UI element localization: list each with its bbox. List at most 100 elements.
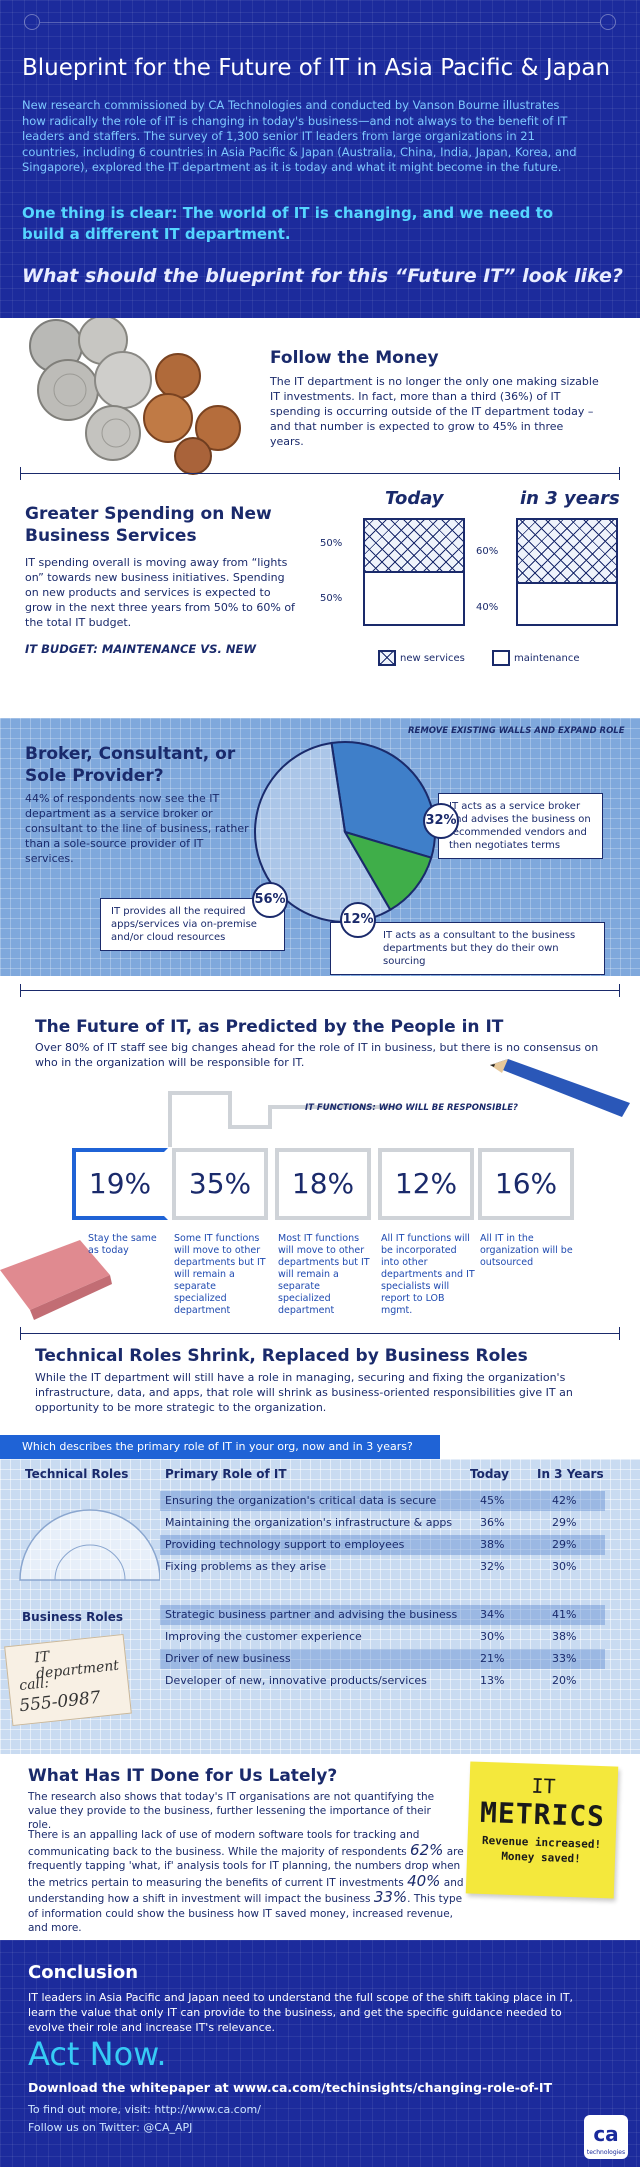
future-pct-4: 12% xyxy=(378,1148,474,1220)
future-cell: 38% xyxy=(552,1630,577,1643)
table-row: Fixing problems as they arise 32% 30% xyxy=(160,1557,605,1577)
future-desc-3: Most IT functions will move to other dep… xyxy=(278,1233,370,1316)
roles-question: Which describes the primary role of IT i… xyxy=(0,1435,440,1459)
future-pct-3: 18% xyxy=(275,1148,371,1220)
roles-section: Technical Roles Shrink, Replaced by Busi… xyxy=(0,1340,640,1760)
today-maintenance-pct: 50% xyxy=(320,593,343,604)
metrics-detail-part: There is an appalling lack of use of mod… xyxy=(28,1829,420,1858)
future-desc-4: All IT functions will be incorporated in… xyxy=(381,1233,475,1316)
today-cell: 32% xyxy=(480,1560,505,1573)
expand-role-label: REMOVE EXISTING WALLS AND EXPAND ROLE xyxy=(408,726,625,736)
metrics-detail-part: are frequently tapping 'what, if' analys… xyxy=(28,1845,464,1889)
pie-slice-broker xyxy=(330,741,436,859)
today-cell: 45% xyxy=(480,1494,505,1507)
roles-title: Technical Roles Shrink, Replaced by Busi… xyxy=(35,1346,528,1366)
spending-section: Greater Spending on New Business Service… xyxy=(0,478,640,678)
future-text: Over 80% of IT staff see big changes ahe… xyxy=(35,1041,599,1069)
broker-callout: IT acts as a service broker and advises … xyxy=(438,793,603,859)
future-cell: 29% xyxy=(552,1516,577,1529)
key-statement: One thing is clear: The world of IT is c… xyxy=(22,204,554,243)
metrics-detail: There is an appalling lack of use of mod… xyxy=(28,1828,468,1936)
broker-text: 44% of respondents now see the IT depart… xyxy=(25,792,249,865)
spending-title: Greater Spending on New Business Service… xyxy=(25,504,272,546)
twitter-link[interactable]: Follow us on Twitter: @CA_APJ xyxy=(28,2121,193,2134)
future-cell: 41% xyxy=(552,1608,577,1621)
crosshair-icon xyxy=(24,14,40,30)
provider-callout-text: IT provides all the required apps/servic… xyxy=(111,906,257,943)
future-pct-1: 19% xyxy=(72,1148,168,1220)
protractor-image xyxy=(19,1509,160,1581)
future-cell: 42% xyxy=(552,1494,577,1507)
blueprint-question: What should the blueprint for this “Futu… xyxy=(22,265,623,287)
broker-callout-text: IT acts as a service broker and advises … xyxy=(449,801,591,851)
metrics-text: The research also shows that today's IT … xyxy=(28,1791,435,1831)
broker-title: Broker, Consultant, or Sole Provider? xyxy=(25,744,236,786)
today-cell: 21% xyxy=(480,1652,505,1665)
pie-slice-consultant xyxy=(342,830,433,912)
svg-text:ca: ca xyxy=(593,2122,618,2146)
metrics-detail-part: . This type of information could show th… xyxy=(28,1893,463,1934)
role-cell: Strategic business partner and advising … xyxy=(165,1608,458,1621)
table-row: Improving the customer experience 30% 38… xyxy=(160,1627,605,1647)
pencil-image xyxy=(490,1059,630,1117)
act-now-heading: Act Now. xyxy=(28,2035,167,2073)
future-pct-5: 16% xyxy=(478,1148,574,1220)
functions-bracket xyxy=(168,1091,400,1147)
roles-text: While the IT department will still have … xyxy=(35,1371,573,1414)
today-cell: 36% xyxy=(480,1516,505,1529)
future-title: The Future of IT, as Predicted by the Pe… xyxy=(35,1017,504,1037)
future-heading: in 3 years xyxy=(520,488,620,509)
role-cell: Driver of new business xyxy=(165,1652,291,1665)
metrics-section: What Has IT Done for Us Lately? The rese… xyxy=(0,1760,640,1940)
role-cell: Ensuring the organization's critical dat… xyxy=(165,1494,437,1507)
metrics-title: What Has IT Done for Us Lately? xyxy=(28,1766,338,1786)
divider xyxy=(20,467,620,480)
future-maintenance-block xyxy=(516,582,618,626)
technical-roles-label: Technical Roles xyxy=(25,1467,129,1481)
future-cell: 33% xyxy=(552,1652,577,1665)
broker-pct-badge: 32% xyxy=(423,803,459,839)
col-in-3-years: In 3 Years xyxy=(537,1467,604,1481)
legend-new-swatch xyxy=(378,650,396,666)
business-roles-label: Business Roles xyxy=(22,1610,123,1624)
future-section: The Future of IT, as Predicted by the Pe… xyxy=(0,995,640,1325)
metrics-detail-part: and understanding how a shift in investm… xyxy=(28,1876,464,1906)
card-call: call: xyxy=(18,1675,50,1695)
future-desc-5: All IT in the organization will be outso… xyxy=(480,1233,573,1268)
functions-label: IT FUNCTIONS: WHO WILL BE RESPONSIBLE? xyxy=(305,1103,518,1113)
divider xyxy=(40,22,600,23)
sticky-note: IT METRICS Revenue increased! Money save… xyxy=(465,1761,619,1899)
legend-maintenance-label: maintenance xyxy=(514,653,580,664)
table-row: Maintaining the organization's infrastru… xyxy=(160,1513,605,1533)
future-new-block xyxy=(516,518,618,584)
money-section: Follow the Money The IT department is no… xyxy=(0,315,640,475)
website-link[interactable]: To find out more, visit: http://www.ca.c… xyxy=(28,2103,261,2116)
broker-section: REMOVE EXISTING WALLS AND EXPAND ROLE Br… xyxy=(0,718,640,976)
today-new-pct: 50% xyxy=(320,538,343,549)
future-maintenance-pct: 40% xyxy=(476,602,499,613)
future-pct-2: 35% xyxy=(172,1148,268,1220)
consultant-callout: IT acts as a consultant to the business … xyxy=(330,922,605,975)
divider xyxy=(20,1327,620,1340)
table-row: Developer of new, innovative products/se… xyxy=(160,1671,605,1691)
future-new-pct: 60% xyxy=(476,546,499,557)
eraser-image xyxy=(0,1240,112,1320)
stat-62: 62% xyxy=(410,1840,444,1859)
future-desc-1: Stay the same as today xyxy=(88,1233,157,1256)
page-title: Blueprint for the Future of IT in Asia P… xyxy=(22,55,611,81)
crosshair-icon xyxy=(600,14,616,30)
budget-label: IT BUDGET: MAINTENANCE VS. NEW xyxy=(25,642,257,656)
today-cell: 30% xyxy=(480,1630,505,1643)
download-link[interactable]: Download the whitepaper at www.ca.com/te… xyxy=(28,2080,553,2095)
future-cell: 20% xyxy=(552,1674,577,1687)
role-cell: Developer of new, innovative products/se… xyxy=(165,1674,427,1687)
today-new-block xyxy=(363,518,465,573)
coins-image xyxy=(18,315,248,478)
svg-text:technologies: technologies xyxy=(587,2149,625,2156)
role-cell: Improving the customer experience xyxy=(165,1630,362,1643)
future-cell: 30% xyxy=(552,1560,577,1573)
conclusion-text: IT leaders in Asia Pacific and Japan nee… xyxy=(28,1991,574,2034)
today-cell: 34% xyxy=(480,1608,505,1621)
table-row: Strategic business partner and advising … xyxy=(160,1605,605,1625)
